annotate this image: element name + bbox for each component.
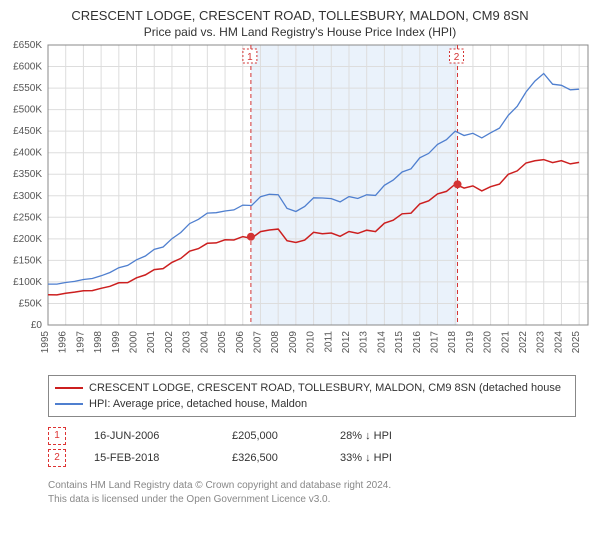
transaction-table: 1 16-JUN-2006 £205,000 28% ↓ HPI 2 15-FEB-201…	[48, 425, 576, 469]
footer-line: Contains HM Land Registry data © Crown c…	[48, 479, 576, 493]
legend-swatch	[55, 403, 83, 405]
svg-text:2003: 2003	[182, 331, 193, 354]
svg-text:2009: 2009	[288, 331, 299, 354]
transaction-date: 15-FEB-2018	[94, 452, 204, 464]
transaction-row: 1 16-JUN-2006 £205,000 28% ↓ HPI	[48, 425, 576, 447]
transaction-badge: 2	[48, 449, 66, 467]
transaction-badge: 1	[48, 427, 66, 445]
svg-text:2008: 2008	[270, 331, 281, 354]
svg-text:£350K: £350K	[13, 169, 42, 180]
svg-text:£0: £0	[31, 320, 43, 331]
svg-text:2010: 2010	[306, 331, 317, 354]
transaction-delta: 33% ↓ HPI	[340, 452, 450, 464]
svg-text:2018: 2018	[447, 331, 458, 354]
transaction-price: £326,500	[232, 452, 312, 464]
svg-text:1: 1	[247, 52, 253, 63]
svg-text:2020: 2020	[483, 331, 494, 354]
svg-text:£250K: £250K	[13, 212, 42, 223]
legend-item: CRESCENT LODGE, CRESCENT ROAD, TOLLESBUR…	[55, 380, 569, 396]
svg-text:1999: 1999	[111, 331, 122, 354]
chart-title: CRESCENT LODGE, CRESCENT ROAD, TOLLESBUR…	[0, 8, 600, 23]
transaction-row: 2 15-FEB-2018 £326,500 33% ↓ HPI	[48, 447, 576, 469]
transaction-delta: 28% ↓ HPI	[340, 430, 450, 442]
svg-text:2011: 2011	[323, 331, 334, 353]
svg-text:2000: 2000	[129, 331, 140, 354]
transaction-price: £205,000	[232, 430, 312, 442]
legend-label: HPI: Average price, detached house, Mald…	[89, 398, 307, 410]
svg-text:2019: 2019	[465, 331, 476, 354]
svg-text:2025: 2025	[571, 331, 582, 354]
svg-text:£550K: £550K	[13, 83, 42, 94]
legend-item: HPI: Average price, detached house, Mald…	[55, 396, 569, 412]
svg-text:2006: 2006	[235, 331, 246, 354]
svg-text:2022: 2022	[518, 331, 529, 354]
svg-text:2002: 2002	[164, 331, 175, 354]
svg-text:2005: 2005	[217, 331, 228, 354]
chart-subtitle: Price paid vs. HM Land Registry's House …	[0, 25, 600, 39]
svg-text:£650K: £650K	[13, 40, 42, 51]
svg-text:£100K: £100K	[13, 277, 42, 288]
footer-line: This data is licensed under the Open Gov…	[48, 493, 576, 507]
svg-text:2016: 2016	[412, 331, 423, 354]
svg-text:2014: 2014	[376, 331, 387, 354]
svg-text:2021: 2021	[500, 331, 511, 354]
svg-text:£450K: £450K	[13, 126, 42, 137]
transaction-date: 16-JUN-2006	[94, 430, 204, 442]
svg-text:2015: 2015	[394, 331, 405, 354]
svg-text:2023: 2023	[536, 331, 547, 354]
footer-attribution: Contains HM Land Registry data © Crown c…	[48, 479, 576, 506]
svg-text:2017: 2017	[430, 331, 441, 354]
svg-text:£400K: £400K	[13, 148, 42, 159]
line-chart: £0 £50K £100K £150K £200K £250K £300K £350K £400…	[0, 39, 600, 369]
svg-text:2001: 2001	[146, 331, 157, 354]
svg-text:1997: 1997	[75, 331, 86, 354]
svg-text:£200K: £200K	[13, 234, 42, 245]
svg-text:2013: 2013	[359, 331, 370, 354]
legend: CRESCENT LODGE, CRESCENT ROAD, TOLLESBUR…	[48, 375, 576, 417]
svg-text:£500K: £500K	[13, 105, 42, 116]
svg-text:2007: 2007	[252, 331, 263, 354]
legend-swatch	[55, 387, 83, 389]
svg-text:2012: 2012	[341, 331, 352, 354]
svg-text:2004: 2004	[199, 331, 210, 354]
svg-text:£600K: £600K	[13, 62, 42, 73]
svg-text:£50K: £50K	[19, 298, 43, 309]
svg-text:2: 2	[454, 52, 460, 63]
svg-text:1998: 1998	[93, 331, 104, 354]
svg-text:1996: 1996	[58, 331, 69, 354]
legend-label: CRESCENT LODGE, CRESCENT ROAD, TOLLESBUR…	[89, 382, 561, 394]
svg-text:£150K: £150K	[13, 255, 42, 266]
svg-text:2024: 2024	[553, 331, 564, 354]
svg-text:£300K: £300K	[13, 191, 42, 202]
titles: CRESCENT LODGE, CRESCENT ROAD, TOLLESBUR…	[0, 0, 600, 39]
svg-text:1995: 1995	[40, 331, 51, 354]
chart-container: CRESCENT LODGE, CRESCENT ROAD, TOLLESBUR…	[0, 0, 600, 506]
